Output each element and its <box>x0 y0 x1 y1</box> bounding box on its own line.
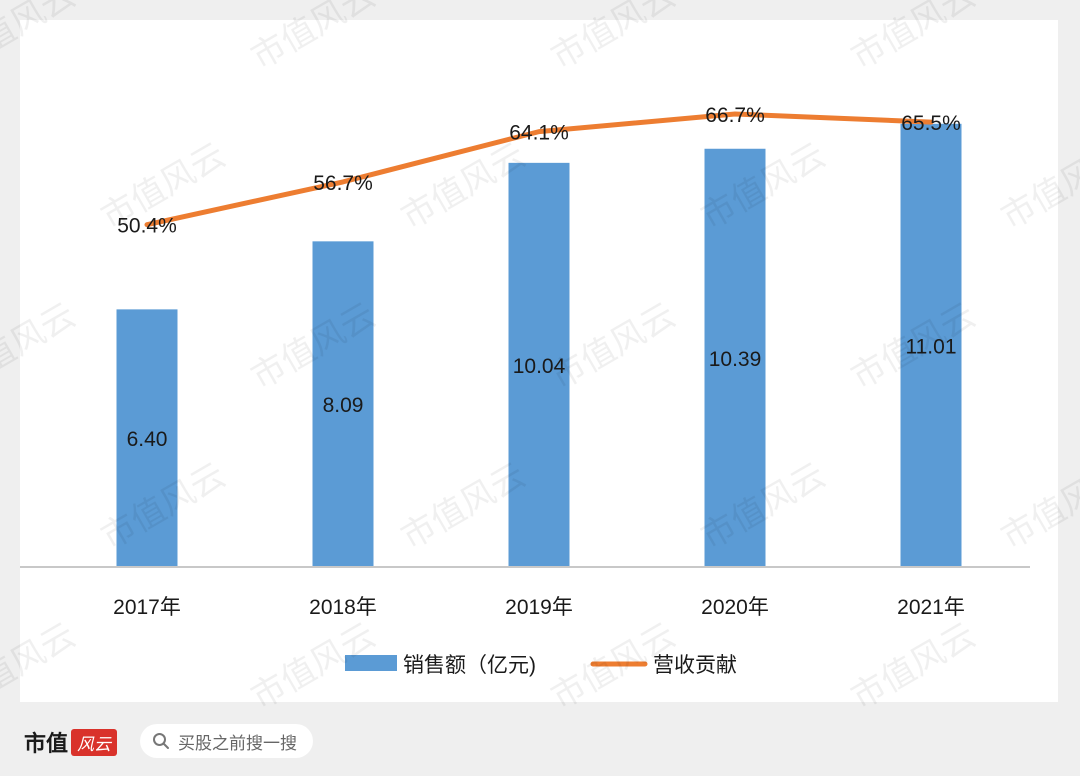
chart-card: 6.40 8.09 10.04 10.39 11.01 2017年 2018年 2019年 20… <box>20 20 1058 702</box>
legend-swatch-bar <box>345 655 397 671</box>
line-value-label-1: 56.7% <box>313 172 373 195</box>
bar-0 <box>116 309 178 567</box>
line-series <box>144 111 934 228</box>
chart-svg: 6.40 8.09 10.04 10.39 11.01 2017年 2018年 2019年 20… <box>20 104 1030 677</box>
bar-value-label-4: 11.01 <box>906 335 957 358</box>
brand-text: 市值 <box>24 731 69 757</box>
brand-logo: 市值 风云 <box>24 726 118 758</box>
footer: 市值 风云 买股之前搜一搜 <box>0 702 1080 776</box>
x-tick-label-0: 2017年 <box>113 596 181 619</box>
search-icon <box>153 733 169 749</box>
line-value-label-3: 66.7% <box>705 104 765 127</box>
bar-1 <box>312 241 374 568</box>
bar-value-label-0: 6.40 <box>127 428 168 451</box>
bar-2 <box>508 162 570 567</box>
bar-value-label-1: 8.09 <box>323 394 364 417</box>
bar-value-label-2: 10.04 <box>513 355 566 378</box>
x-tick-label-2: 2019年 <box>505 596 573 619</box>
line-value-label-0: 50.4% <box>117 215 177 238</box>
line-value-label-4: 65.5% <box>901 112 961 135</box>
legend-label-line: 营收贡献 <box>653 654 737 677</box>
brand-stamp: 风云 <box>71 728 118 756</box>
search-text: 买股之前搜一搜 <box>178 733 297 754</box>
x-tick-label-1: 2018年 <box>309 596 377 619</box>
bar-value-label-3: 10.39 <box>709 348 762 371</box>
legend-label-bar: 销售额（亿元) <box>403 654 536 677</box>
line-value-label-2: 64.1% <box>509 122 569 145</box>
bar-4 <box>900 123 962 568</box>
x-tick-label-3: 2020年 <box>701 596 769 619</box>
bar-3 <box>704 148 766 567</box>
search-pill[interactable]: 买股之前搜一搜 <box>140 724 313 758</box>
x-tick-label-4: 2021年 <box>897 596 965 619</box>
